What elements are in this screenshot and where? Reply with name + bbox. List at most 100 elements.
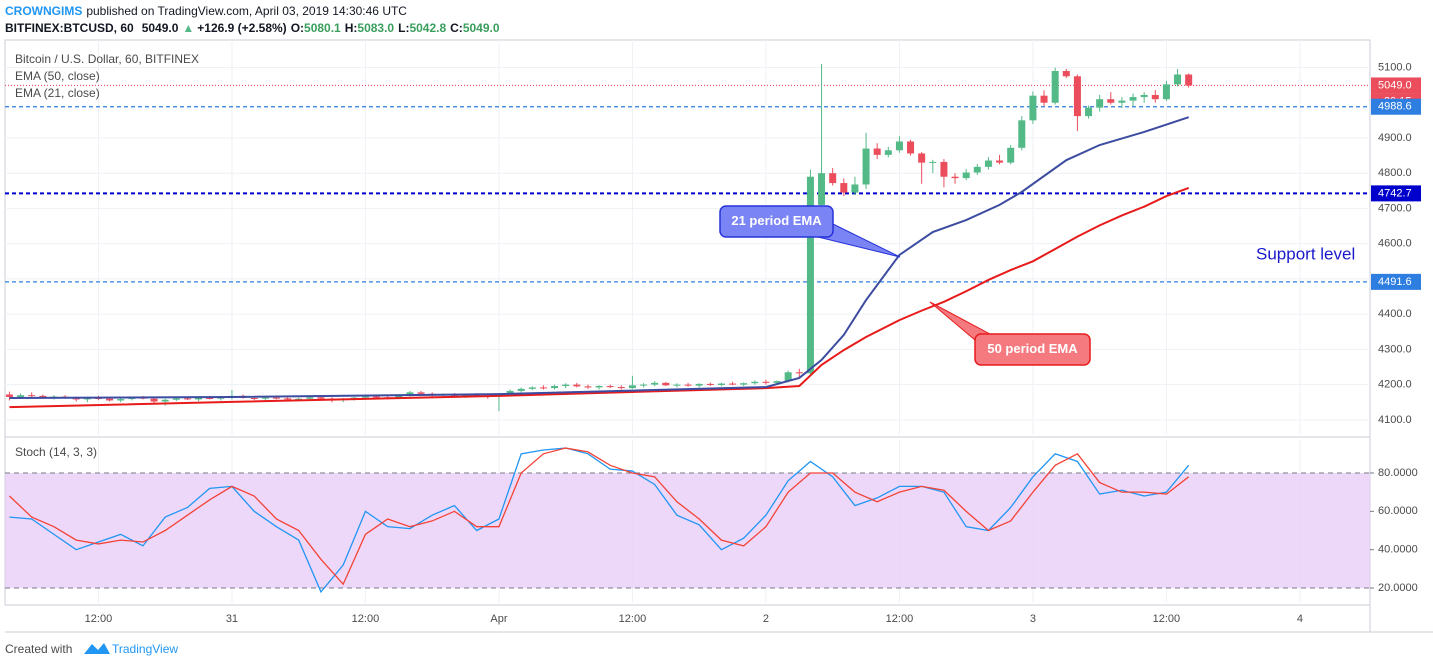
symbol: BITFINEX:BTCUSD, 60	[5, 21, 134, 35]
x-tick-label: 31	[226, 613, 238, 625]
candle-body	[829, 173, 837, 184]
candle-body	[862, 148, 870, 185]
candle-body	[884, 150, 892, 155]
candle-body	[1107, 99, 1115, 103]
high: 5083.0	[357, 21, 394, 35]
candle-body	[361, 396, 369, 398]
candle-body	[17, 395, 25, 397]
candle-body	[751, 381, 759, 384]
x-tick-label: 2	[763, 613, 769, 625]
candle-body	[929, 161, 937, 163]
candle-body	[584, 386, 592, 388]
low: 5042.8	[409, 21, 446, 35]
x-tick-label: 12:00	[85, 613, 113, 625]
arrow: ▲	[182, 21, 194, 35]
y-tick-label: 40.0000	[1378, 544, 1418, 556]
candle-body	[1174, 74, 1182, 85]
candle-body	[840, 183, 848, 193]
y-tick-label: 4400.0	[1378, 308, 1412, 320]
published: published on TradingView.com, April 03, …	[86, 4, 407, 18]
y-tick-label: 60.0000	[1378, 505, 1418, 517]
candle-body	[996, 160, 1004, 163]
header-line: CROWNGIMS published on TradingView.com, A…	[5, 4, 407, 18]
candle-body	[539, 387, 547, 389]
candle-body	[895, 141, 903, 151]
candle-body	[528, 387, 536, 389]
x-tick-label: 12:00	[886, 613, 914, 625]
x-tick-label: 4	[1297, 613, 1303, 625]
callout-box	[974, 333, 1091, 366]
logo	[84, 643, 110, 654]
footer-created: Created with	[5, 642, 72, 656]
y-tick-label: 4800.0	[1378, 167, 1412, 179]
candle-body	[784, 372, 792, 382]
candle-body	[217, 397, 225, 399]
candle-body	[1073, 76, 1081, 117]
candle-body	[183, 398, 191, 400]
footer-brand: TradingView	[112, 642, 178, 656]
y-tick-label: 4200.0	[1378, 379, 1412, 391]
candle-body	[39, 395, 47, 398]
panel-title: Stoch (14, 3, 3)	[15, 445, 97, 459]
candle-body	[261, 397, 269, 399]
change: +126.9 (+2.58%)	[197, 21, 286, 35]
candle-body	[706, 383, 714, 385]
candle-body	[1162, 84, 1170, 100]
candle-body	[117, 399, 125, 401]
candle-body	[818, 173, 826, 205]
candle-body	[506, 390, 514, 395]
stoch-line	[9, 447, 1190, 586]
candle-body	[406, 392, 414, 396]
candle-body	[651, 382, 659, 385]
level-label: 4742.7	[1378, 187, 1412, 199]
candle-body	[806, 176, 814, 374]
candle-body	[195, 398, 203, 400]
candle-body	[907, 141, 915, 154]
y-tick-label: 4100.0	[1378, 414, 1412, 426]
callout-text: 21 period EMA	[731, 213, 822, 228]
candle-body	[83, 398, 91, 400]
candle-body	[1018, 120, 1026, 148]
candle-body	[150, 398, 158, 402]
candle-body	[317, 397, 325, 399]
candle-body	[740, 383, 748, 385]
h-label: H:	[345, 21, 358, 35]
candle-body	[417, 392, 425, 394]
candle-body	[161, 399, 169, 402]
layers: 12:00 31 12:00 Apr 12:00 2 12:00 3 12:00 4 4100.0 4…	[5, 40, 1421, 625]
candle-body	[684, 384, 692, 386]
candle-body	[962, 172, 970, 179]
candle-body	[851, 184, 859, 193]
candle-body	[284, 398, 292, 400]
candle-body	[395, 395, 403, 399]
candle-body	[1051, 71, 1059, 103]
candle-body	[1085, 107, 1093, 117]
x-tick-label: 12:00	[1153, 613, 1181, 625]
candle-body	[695, 383, 703, 386]
o-label: O:	[291, 21, 304, 35]
candle-body	[1118, 100, 1126, 103]
candle-body	[295, 398, 303, 400]
candle-body	[918, 153, 926, 163]
candle-body	[272, 397, 280, 399]
callout-box	[719, 205, 834, 238]
stoch-line	[9, 447, 1190, 594]
level-tag	[1371, 77, 1421, 94]
ema-line	[9, 187, 1190, 409]
level-label: 5049.0	[1378, 79, 1412, 91]
x-tick-label: 3	[1030, 613, 1036, 625]
candle-body	[306, 397, 314, 399]
candle-body	[973, 166, 981, 173]
candle-body	[951, 176, 959, 179]
candle-body	[795, 372, 803, 374]
candle-body	[762, 381, 770, 383]
stoch-band	[5, 472, 1370, 589]
x-tick-label: Apr	[490, 613, 507, 625]
ema-line	[9, 116, 1189, 400]
y-tick-label: 5100.0	[1378, 61, 1412, 73]
candle-body	[172, 398, 180, 400]
candle-body	[1062, 71, 1070, 77]
candle-body	[606, 386, 614, 388]
